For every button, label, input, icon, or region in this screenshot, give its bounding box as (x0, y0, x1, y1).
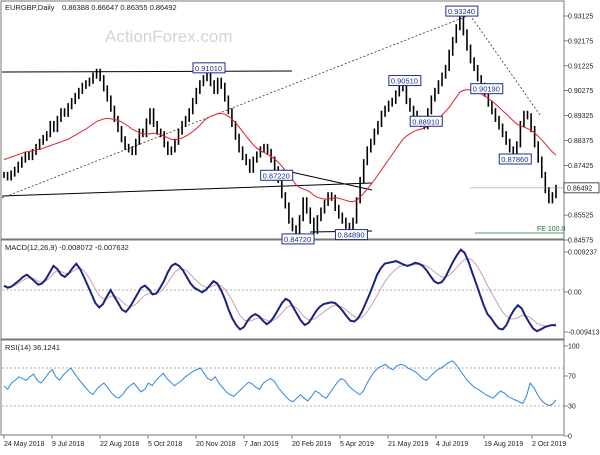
y-tick-label: 70 (568, 374, 576, 381)
level-label: 0.87860 (498, 153, 532, 165)
level-label: 0.88910 (409, 115, 443, 127)
macd-line (3, 248, 557, 333)
rsi-label: RSI(14) 36.1241 (5, 343, 60, 352)
x-tick-label: 2 Oct 2019 (532, 441, 566, 448)
level-box (334, 229, 368, 241)
y-tick-label: 0.84575 (568, 238, 593, 245)
y-tick-label: 0.91225 (568, 63, 593, 70)
level-box (388, 75, 422, 87)
short-trend-line (281, 169, 373, 191)
x-tick-label: 4 Jul 2019 (436, 441, 468, 448)
level-label: 0.87220 (260, 169, 294, 181)
level-box (445, 5, 479, 17)
quote-label: 0.86388 0.86647 0.86355 0.86492 (62, 3, 177, 12)
level-label: 0.84720 (281, 233, 315, 245)
rsi-line (3, 360, 557, 406)
level-label: 0.84890 (334, 229, 368, 241)
level-text: 0.88910 (412, 117, 439, 126)
level-label: 0.93240 (445, 5, 479, 17)
y-tick-label: 0.009237 (568, 250, 597, 257)
rsi-layer (3, 360, 557, 406)
x-tick-label: 20 Nov 2018 (196, 441, 236, 448)
y-tick-label: 0.00 (568, 290, 582, 297)
resistance-line (1, 70, 293, 73)
y-tick-label: 100 (568, 344, 580, 351)
y-tick-label: 0.93125 (568, 14, 593, 21)
y-tick-label: -0.009413 (568, 330, 600, 337)
macd-panel-frame (0, 239, 565, 340)
y-tick-label: 0.87425 (568, 163, 593, 170)
y-tick-label: 0.85525 (568, 213, 593, 220)
level-text: 0.90190 (473, 85, 500, 94)
support-line (1, 182, 373, 197)
level-text: 0.90510 (391, 77, 418, 86)
symbol-label: EURGBP,Daily (5, 3, 55, 12)
y-tick-label: 30 (568, 404, 576, 411)
level-label: 0.90190 (470, 83, 504, 95)
rsi-panel-frame (0, 339, 565, 436)
level-text: 0.87860 (501, 155, 528, 164)
level-label: 0.91010 (192, 62, 226, 74)
level-text: 0.91010 (195, 64, 222, 73)
x-tick-label: 5 Oct 2018 (148, 441, 182, 448)
level-text: 0.84720 (284, 235, 311, 244)
watermark: ActionForex.com (105, 27, 233, 46)
x-tick-label: 24 May 2018 (4, 441, 45, 448)
x-tick-label: 20 Feb 2019 (292, 441, 331, 448)
y-tick-label: 0.88375 (568, 138, 593, 145)
level-box (409, 115, 443, 127)
level-box (192, 62, 226, 74)
x-tick-label: 5 Apr 2019 (340, 441, 374, 448)
current-price-text: 0.86492 (567, 185, 592, 192)
level-text: 0.93240 (448, 7, 475, 16)
y-tick-label: 0.89325 (568, 113, 593, 120)
level-box (281, 233, 315, 245)
level-box (260, 169, 294, 181)
level-text: 0.87220 (263, 171, 290, 180)
y-tick-label: 0.92175 (568, 38, 593, 45)
y-tick-label: 0.90275 (568, 88, 593, 95)
axes-layer: 0.93125 0.92175 0.91225 0.90275 0.89325 0.883… (3, 14, 600, 448)
level-box (498, 153, 532, 165)
price-panel-frame (0, 0, 565, 240)
peak-dotted-line (469, 14, 541, 116)
macd-signal-line (3, 257, 557, 327)
moving-average-line (3, 89, 557, 203)
level-box (470, 83, 504, 95)
x-tick-label: 21 May 2019 (388, 441, 429, 448)
y-tick-label: 0 (568, 434, 572, 441)
x-tick-label: 22 Aug 2018 (100, 441, 139, 448)
x-tick-label: 7 Jan 2019 (244, 441, 279, 448)
macd-layer (3, 248, 557, 333)
price-layer: 0.93240 0.91010 0.90510 0.90190 0.88910 0.878… (3, 5, 557, 245)
level-text: 0.84890 (337, 231, 364, 240)
level-label: 0.90510 (388, 75, 422, 87)
macd-label: MACD(12,26,9) -0.008072 -0.007632 (5, 243, 129, 252)
x-tick-label: 9 Jul 2018 (52, 441, 84, 448)
x-tick-label: 19 Aug 2019 (484, 441, 523, 448)
fe-annotation: FE 100.0 (537, 226, 566, 233)
